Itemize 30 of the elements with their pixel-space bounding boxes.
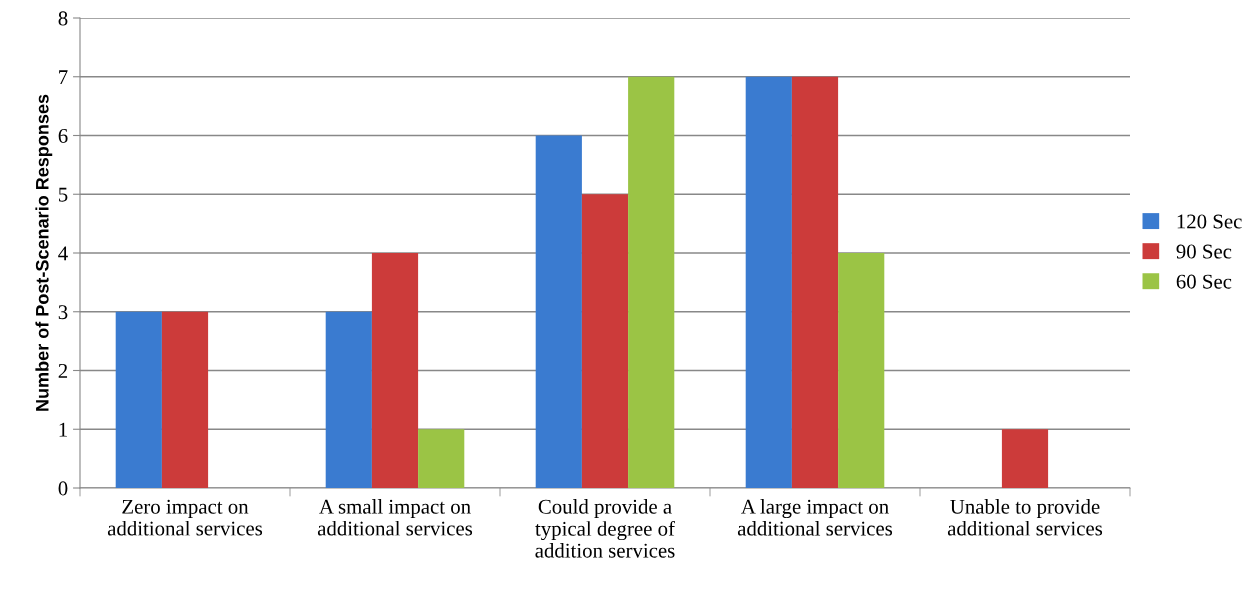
- bar: [581, 194, 629, 488]
- legend-label: 120 Sec: [1177, 214, 1242, 229]
- bar: [418, 429, 465, 488]
- x-tick-label: Could provide a typical degree of addition services: [535, 499, 675, 558]
- bar: [371, 253, 419, 488]
- y-tick-label: 3: [58, 305, 68, 320]
- bar: [1001, 429, 1049, 488]
- bar: [838, 253, 885, 488]
- x-tick-label: A large impact on additional services: [737, 499, 893, 536]
- bar: [115, 311, 162, 488]
- y-tick-label: 7: [59, 70, 68, 84]
- bar: [628, 76, 675, 488]
- y-tick-label: 5: [58, 187, 68, 202]
- bar: [325, 311, 372, 488]
- bar: [535, 135, 582, 488]
- legend-label: 60 Sec: [1176, 274, 1232, 289]
- legend-label: 90 Sec: [1176, 244, 1232, 259]
- x-tick-label: A small impact on additional services: [317, 499, 473, 536]
- y-tick-label: 6: [58, 128, 68, 143]
- y-tick-label: 1: [59, 422, 67, 437]
- bar: [791, 76, 839, 488]
- x-tick-label: Zero impact on additional services: [107, 499, 263, 536]
- y-tick-label: 4: [58, 246, 68, 261]
- bar: [745, 76, 792, 488]
- bar: [161, 311, 209, 488]
- y-tick-label: 0: [58, 481, 68, 496]
- x-tick-label: Unable to provide additional services: [947, 499, 1103, 536]
- y-axis-title: Number of Post-Scenario Responses: [35, 94, 53, 411]
- y-tick-label: 8: [58, 11, 68, 26]
- y-tick-label: 2: [58, 363, 68, 378]
